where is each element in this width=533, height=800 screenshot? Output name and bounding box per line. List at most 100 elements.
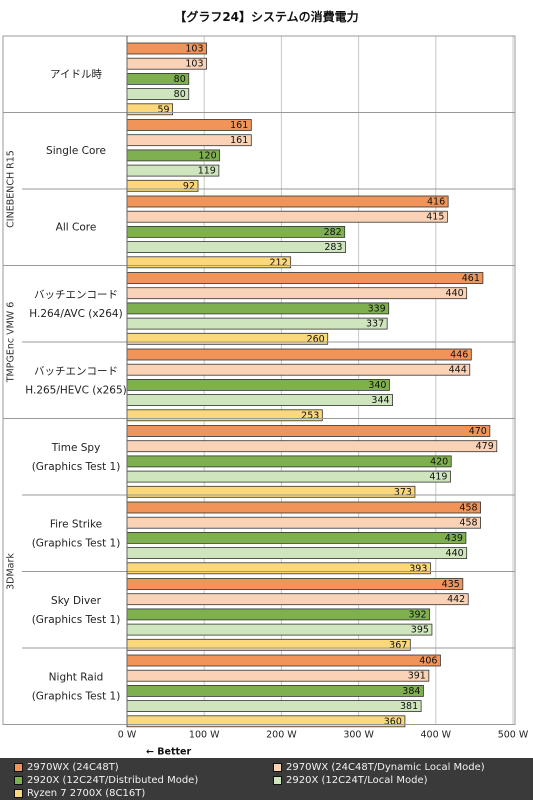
data-label: 253 [301, 410, 319, 421]
data-label: 360 [384, 716, 402, 727]
bar [126, 455, 452, 468]
data-label: 80 [174, 74, 186, 85]
data-label: 406 [419, 656, 437, 667]
data-label: 444 [449, 365, 467, 376]
legend-swatch [273, 763, 282, 772]
legend-item: Ryzen 7 2700X (8C16T) [14, 788, 145, 799]
bar [126, 348, 472, 361]
legend-label: 2920X (12C24T/Local Mode) [286, 775, 428, 786]
bar [126, 593, 469, 606]
data-label: 416 [427, 197, 445, 208]
bar [126, 440, 498, 453]
data-label: 161 [230, 135, 248, 146]
data-label: 282 [324, 227, 342, 238]
data-label: 458 [459, 518, 477, 529]
bar [126, 532, 467, 544]
legend-item: 2920X (12C24T/Local Mode) [273, 775, 428, 786]
data-label: 479 [476, 441, 494, 452]
category-label: (Graphics Test 1) [32, 614, 121, 626]
data-label: 340 [368, 380, 386, 391]
bar [126, 470, 451, 483]
legend-swatch [14, 763, 23, 772]
data-label: 120 [198, 150, 216, 161]
legend-item: 2970WX (24C48T) [14, 762, 119, 773]
legend-label: 2970WX (24C48T/Dynamic Local Mode) [286, 762, 485, 773]
bar [126, 363, 471, 376]
bar [126, 317, 388, 330]
legend-item: 2920X (12C24T/Distributed Mode) [14, 775, 198, 786]
data-label: 80 [174, 89, 186, 100]
bar [126, 332, 329, 345]
data-label: 461 [462, 273, 480, 284]
data-label: 373 [394, 487, 412, 498]
bar [126, 409, 323, 422]
category-label: (Graphics Test 1) [32, 461, 121, 473]
data-label: 161 [230, 120, 248, 131]
legend-swatch [14, 789, 23, 798]
category-label: アイドル時 [50, 68, 102, 80]
category-label: H.265/HEVC (x265) [25, 384, 126, 396]
legend-item: 2970WX (24C48T/Dynamic Local Mode) [273, 762, 485, 773]
legend-label: 2920X (12C24T/Distributed Mode) [27, 775, 199, 786]
data-label: 392 [408, 609, 426, 620]
group-label: TMPGEnc VMW 6 [6, 302, 17, 384]
data-label: 415 [426, 212, 444, 223]
data-label: 337 [366, 319, 384, 330]
bar [126, 225, 346, 238]
data-label: 260 [307, 334, 325, 345]
better-note: ← Better [146, 747, 191, 758]
bar [126, 425, 491, 437]
data-label: 381 [400, 701, 418, 712]
x-tick-label: 300 W [343, 730, 374, 741]
bar [126, 287, 468, 300]
data-label: 420 [430, 456, 448, 467]
data-label: 446 [450, 350, 468, 361]
bar [126, 547, 468, 559]
x-tick-label: 200 W [266, 730, 297, 741]
data-label: 470 [469, 426, 487, 437]
bar [126, 272, 484, 284]
data-label: 384 [402, 686, 420, 697]
data-label: 344 [371, 395, 389, 406]
data-label: 435 [442, 579, 460, 590]
data-label: 103 [185, 59, 203, 70]
category-label: バッチエンコード [34, 289, 118, 301]
data-label: 395 [411, 625, 429, 636]
bar [126, 669, 430, 682]
x-tick-label: 100 W [189, 730, 220, 741]
bar [126, 608, 431, 621]
legend-label: 2970WX (24C48T) [27, 762, 119, 773]
data-label: 367 [389, 640, 407, 651]
category-label: Single Core [46, 145, 106, 157]
data-label: 440 [446, 548, 464, 559]
group-label: CINEBENCH R15 [6, 150, 17, 228]
data-label: 391 [408, 671, 426, 682]
data-label: 440 [446, 288, 464, 299]
category-label: (Graphics Test 1) [32, 690, 121, 702]
category-label: Fire Strike [50, 518, 102, 530]
data-label: 442 [447, 594, 465, 605]
bar [126, 256, 292, 269]
x-tick-label: 500 W [498, 730, 529, 741]
category-label: Time Spy [51, 442, 101, 454]
bar [126, 378, 390, 391]
bar [126, 562, 431, 575]
data-label: 119 [198, 166, 216, 177]
category-label: H.264/AVC (x264) [29, 308, 122, 320]
data-label: 212 [270, 257, 288, 268]
bar [126, 685, 424, 697]
bar [126, 638, 411, 651]
legend-swatch [273, 776, 282, 785]
legend-swatch [14, 776, 23, 785]
plot-frame [2, 35, 516, 725]
bar [126, 654, 441, 667]
bar [126, 394, 393, 407]
category-label: Sky Diver [51, 595, 102, 607]
bar [126, 485, 416, 498]
data-label: 92 [183, 181, 195, 192]
data-label: 458 [459, 503, 477, 514]
legend-label: Ryzen 7 2700X (8C16T) [27, 788, 146, 799]
chart-title: 【グラフ24】システムの消費電力 [174, 10, 359, 24]
bar [126, 195, 449, 208]
